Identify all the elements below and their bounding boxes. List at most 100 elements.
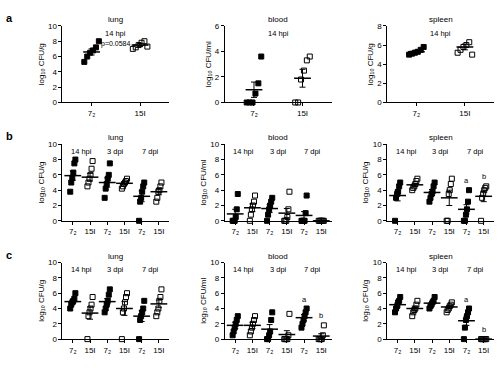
svg-text:7₂: 7₂ bbox=[428, 227, 436, 236]
svg-text:spleen: spleen bbox=[429, 252, 453, 261]
svg-text:15I: 15I bbox=[84, 346, 95, 355]
svg-text:14 hpi: 14 hpi bbox=[233, 147, 254, 156]
svg-text:15I: 15I bbox=[281, 227, 292, 236]
svg-text:0: 0 bbox=[52, 217, 57, 226]
svg-text:log₁₀ CFU/ml: log₁₀ CFU/ml bbox=[199, 278, 208, 324]
svg-text:7 dpi: 7 dpi bbox=[467, 265, 484, 274]
svg-text:4: 4 bbox=[215, 304, 220, 313]
svg-text:b: b bbox=[482, 172, 486, 181]
svg-text:7 dpi: 7 dpi bbox=[304, 147, 321, 156]
svg-text:log₁₀ CFU/g: log₁₀ CFU/g bbox=[361, 280, 370, 322]
svg-text:0: 0 bbox=[215, 217, 220, 226]
svg-text:10: 10 bbox=[373, 140, 382, 149]
svg-text:log₁₀ CFU/g: log₁₀ CFU/g bbox=[37, 280, 46, 322]
svg-text:15I: 15I bbox=[316, 346, 327, 355]
svg-text:log₁₀ CFU/g: log₁₀ CFU/g bbox=[37, 162, 46, 204]
svg-text:15I: 15I bbox=[84, 227, 95, 236]
svg-text:4: 4 bbox=[377, 186, 382, 195]
svg-text:14 hpi: 14 hpi bbox=[430, 29, 451, 38]
svg-text:15I: 15I bbox=[119, 346, 130, 355]
svg-text:3 dpi: 3 dpi bbox=[432, 147, 449, 156]
svg-text:4: 4 bbox=[52, 68, 57, 77]
svg-text:0: 0 bbox=[215, 98, 220, 107]
svg-text:7₂: 7₂ bbox=[138, 346, 146, 355]
svg-text:10: 10 bbox=[48, 258, 57, 267]
svg-text:7 dpi: 7 dpi bbox=[142, 265, 159, 274]
svg-text:7₂: 7₂ bbox=[250, 109, 258, 118]
svg-text:b: b bbox=[482, 325, 486, 334]
svg-text:7₂: 7₂ bbox=[300, 346, 308, 355]
svg-text:15I: 15I bbox=[119, 227, 130, 236]
svg-text:2: 2 bbox=[377, 79, 382, 88]
svg-text:7₂: 7₂ bbox=[231, 346, 239, 355]
svg-text:15I: 15I bbox=[459, 109, 470, 118]
svg-text:6: 6 bbox=[215, 171, 220, 180]
svg-text:4: 4 bbox=[52, 186, 57, 195]
svg-text:14 hpi: 14 hpi bbox=[233, 265, 254, 274]
svg-text:log₁₀ CFU/ml: log₁₀ CFU/ml bbox=[204, 41, 213, 87]
svg-text:14 hpi: 14 hpi bbox=[396, 265, 417, 274]
svg-text:7₂: 7₂ bbox=[266, 346, 274, 355]
svg-text:7₂: 7₂ bbox=[300, 227, 308, 236]
svg-text:blood: blood bbox=[268, 15, 288, 24]
svg-text:2: 2 bbox=[377, 201, 382, 210]
svg-text:b: b bbox=[6, 130, 13, 142]
svg-text:15I: 15I bbox=[409, 346, 420, 355]
svg-text:7₂: 7₂ bbox=[69, 346, 77, 355]
svg-text:15I: 15I bbox=[153, 346, 164, 355]
svg-text:blood: blood bbox=[268, 133, 288, 142]
svg-text:15I: 15I bbox=[478, 227, 489, 236]
svg-text:2: 2 bbox=[215, 201, 220, 210]
svg-text:8: 8 bbox=[377, 274, 382, 283]
svg-text:15I: 15I bbox=[316, 227, 327, 236]
svg-text:7₂: 7₂ bbox=[394, 227, 402, 236]
svg-text:6: 6 bbox=[215, 289, 220, 298]
svg-text:3 dpi: 3 dpi bbox=[270, 265, 287, 274]
svg-text:15I: 15I bbox=[247, 227, 258, 236]
svg-text:10: 10 bbox=[210, 140, 219, 149]
svg-text:3 dpi: 3 dpi bbox=[270, 147, 287, 156]
svg-text:6: 6 bbox=[215, 22, 220, 31]
svg-text:7₂: 7₂ bbox=[103, 227, 111, 236]
svg-text:7 dpi: 7 dpi bbox=[142, 147, 159, 156]
svg-text:7₂: 7₂ bbox=[266, 227, 274, 236]
svg-text:a: a bbox=[464, 295, 469, 304]
svg-text:lung: lung bbox=[108, 133, 123, 142]
svg-text:7 dpi: 7 dpi bbox=[467, 147, 484, 156]
svg-text:7₂: 7₂ bbox=[103, 346, 111, 355]
svg-text:10: 10 bbox=[48, 140, 57, 149]
svg-text:14 hpi: 14 hpi bbox=[268, 29, 289, 38]
svg-text:log₁₀ CFU/g: log₁₀ CFU/g bbox=[361, 162, 370, 204]
svg-text:4: 4 bbox=[377, 60, 382, 69]
svg-text:15I: 15I bbox=[297, 109, 308, 118]
svg-text:log₁₀ CFU/g: log₁₀ CFU/g bbox=[37, 43, 46, 85]
svg-text:a: a bbox=[6, 12, 13, 24]
svg-text:6: 6 bbox=[377, 171, 382, 180]
svg-text:7₂: 7₂ bbox=[463, 346, 471, 355]
svg-text:15I: 15I bbox=[153, 227, 164, 236]
svg-text:7₂: 7₂ bbox=[69, 227, 77, 236]
svg-text:4: 4 bbox=[377, 304, 382, 313]
svg-text:8: 8 bbox=[52, 274, 57, 283]
svg-text:0: 0 bbox=[52, 98, 57, 107]
svg-text:6: 6 bbox=[377, 289, 382, 298]
svg-text:0: 0 bbox=[215, 335, 220, 344]
svg-text:6: 6 bbox=[377, 41, 382, 50]
svg-text:15I: 15I bbox=[478, 346, 489, 355]
svg-text:a: a bbox=[464, 176, 469, 185]
svg-text:2: 2 bbox=[215, 320, 220, 329]
svg-text:14 hpi: 14 hpi bbox=[71, 265, 92, 274]
svg-text:2: 2 bbox=[52, 83, 57, 92]
svg-text:7₂: 7₂ bbox=[88, 109, 96, 118]
svg-text:spleen: spleen bbox=[429, 15, 453, 24]
svg-text:log₁₀ CFU/ml: log₁₀ CFU/ml bbox=[199, 159, 208, 205]
svg-text:14 hpi: 14 hpi bbox=[105, 29, 126, 38]
svg-text:b: b bbox=[319, 311, 323, 320]
svg-text:8: 8 bbox=[377, 155, 382, 164]
svg-text:14 hpi: 14 hpi bbox=[396, 147, 417, 156]
svg-text:a: a bbox=[302, 295, 307, 304]
svg-text:0: 0 bbox=[377, 335, 382, 344]
svg-text:15I: 15I bbox=[135, 109, 146, 118]
svg-text:0: 0 bbox=[377, 98, 382, 107]
svg-text:0: 0 bbox=[52, 335, 57, 344]
